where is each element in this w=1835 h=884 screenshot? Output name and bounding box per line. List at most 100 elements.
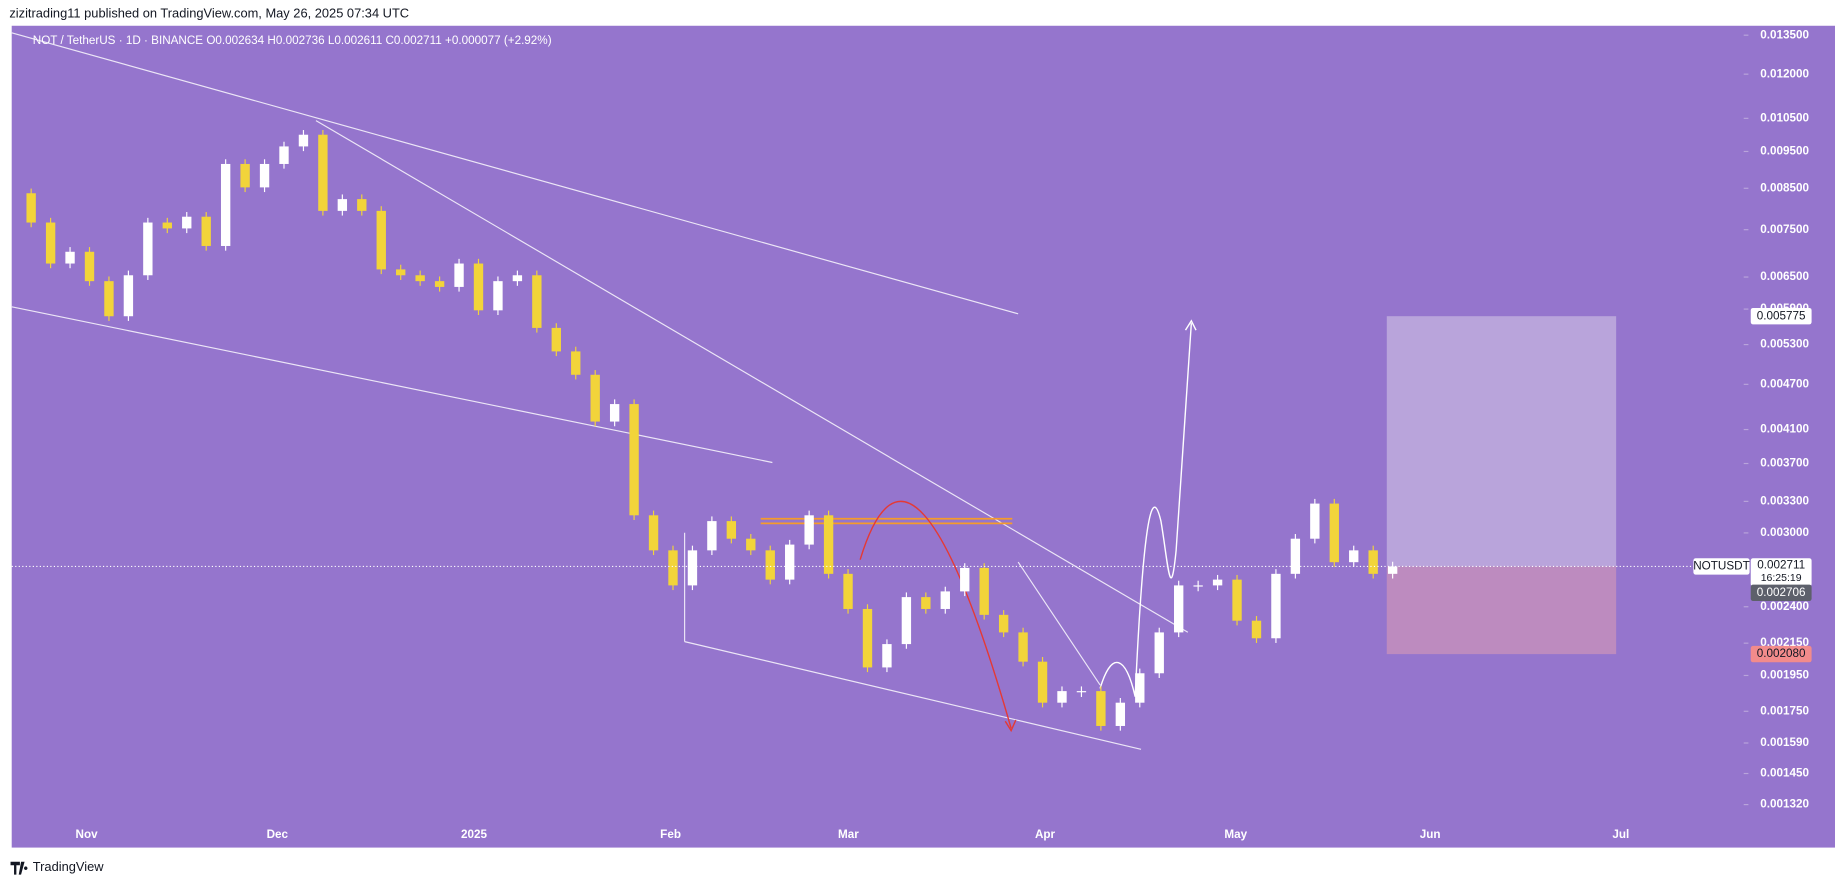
legend-close: C0.002711: [385, 34, 441, 47]
candle-body: [882, 644, 892, 668]
candle-body: [493, 281, 503, 311]
last-price-badge: [1750, 558, 1812, 587]
candle-body: [279, 146, 289, 164]
y-tick-label: 0.007500: [1760, 223, 1809, 236]
candle-body: [318, 134, 328, 211]
candle-body: [1271, 573, 1281, 639]
y-tick-label: 0.003000: [1760, 526, 1809, 539]
candle-body: [843, 573, 853, 609]
target-label: 0.005775: [1757, 309, 1806, 322]
profit-zone: [1386, 316, 1617, 567]
x-tick-label: Jun: [1420, 828, 1441, 841]
y-tick-label: 0.001590: [1760, 736, 1809, 749]
x-tick-label: May: [1224, 828, 1247, 841]
candle-body: [551, 327, 561, 352]
candle-body: [765, 550, 775, 580]
candle-body: [1290, 538, 1301, 574]
candle-body: [998, 614, 1009, 633]
y-tick-label: 0.001320: [1760, 798, 1809, 811]
candle-body: [901, 597, 912, 645]
candle-body: [259, 163, 270, 188]
y-tick-label: 0.008500: [1760, 181, 1809, 194]
candle-body: [512, 275, 523, 282]
trend-line: [684, 641, 1142, 750]
candle-body: [785, 544, 795, 580]
candle-body: [687, 550, 698, 586]
y-tick-label: 0.005300: [1760, 338, 1809, 351]
legend-symbol: NOT / TetherUS · 1D · BINANCE: [33, 34, 204, 47]
countdown: 16:25:19: [1761, 572, 1802, 584]
x-tick-label: Dec: [267, 828, 289, 841]
candle-body: [707, 521, 717, 551]
candle-body: [1329, 503, 1339, 563]
candle-body: [1349, 550, 1359, 563]
target-badge: [1750, 307, 1812, 325]
arrow-head: [1184, 319, 1197, 331]
candle-body: [823, 515, 834, 574]
candle-body: [590, 374, 600, 422]
trend-line: [315, 120, 1189, 633]
symbol-legend: NOT / TetherUS · 1D · BINANCE O0.002634 …: [33, 34, 552, 47]
candle-body: [532, 275, 542, 328]
candle-body: [960, 567, 970, 592]
legend-low: L0.002611: [328, 34, 382, 47]
candle-body: [1076, 691, 1087, 693]
y-tick-label: 0.002400: [1760, 600, 1809, 613]
candle-body: [240, 163, 250, 188]
mark-price-badge: [1750, 584, 1812, 602]
candle-body: [162, 222, 172, 229]
candle-body: [201, 216, 211, 246]
y-tick-label: 0.003300: [1760, 494, 1809, 507]
candle-body: [26, 193, 36, 223]
candle-body: [1057, 691, 1067, 703]
candle-body: [1174, 585, 1184, 633]
y-tick-label: 0.012000: [1760, 67, 1809, 80]
candle-body: [65, 251, 75, 264]
candle-body: [1115, 702, 1126, 726]
x-tick-label: Feb: [660, 828, 681, 841]
legend-high: H0.002736: [267, 34, 324, 47]
candle-body: [45, 222, 56, 264]
drawings: [11, 32, 1197, 750]
mark-price-label: 0.002706: [1757, 586, 1806, 599]
candle-body: [571, 351, 581, 375]
y-tick-label: 0.006500: [1760, 270, 1809, 283]
stop-badge: [1750, 645, 1812, 663]
candle-body: [376, 210, 386, 270]
candle-body: [220, 163, 231, 246]
tv-logo: [10, 861, 28, 875]
candle-body: [337, 199, 348, 211]
projection-path: [1099, 323, 1193, 697]
loss-zone: [1386, 566, 1617, 655]
candle-body: [609, 404, 620, 422]
candle-body: [182, 216, 192, 229]
red-arc: [859, 500, 1012, 729]
candle-body: [1232, 579, 1242, 621]
candle-body: [921, 597, 931, 609]
footer-brand: TradingView: [33, 859, 104, 874]
candle-body: [104, 281, 114, 317]
y-tick-label: 0.010500: [1760, 111, 1809, 124]
candle-body: [415, 275, 425, 282]
candle-body: [357, 199, 367, 211]
candle-body: [1251, 620, 1262, 639]
candle-body: [454, 263, 464, 287]
candle-body: [648, 515, 659, 551]
legend-open: O0.002634: [206, 34, 264, 47]
candle-body: [396, 269, 406, 276]
trend-line: [1017, 561, 1101, 686]
candle-body: [746, 538, 756, 551]
candle-body: [1212, 579, 1223, 586]
symbol-badge: [1693, 558, 1750, 575]
candle-body: [629, 404, 639, 516]
candle-body: [862, 608, 873, 668]
y-tick-label: 0.004700: [1760, 377, 1809, 390]
x-tick-label: Nov: [76, 828, 99, 841]
candle-body: [940, 591, 950, 609]
candle-body: [1310, 503, 1320, 539]
publisher-line: zizitrading11 published on TradingView.c…: [9, 5, 409, 20]
candle-body: [1154, 632, 1164, 674]
candle-body: [1387, 566, 1398, 574]
